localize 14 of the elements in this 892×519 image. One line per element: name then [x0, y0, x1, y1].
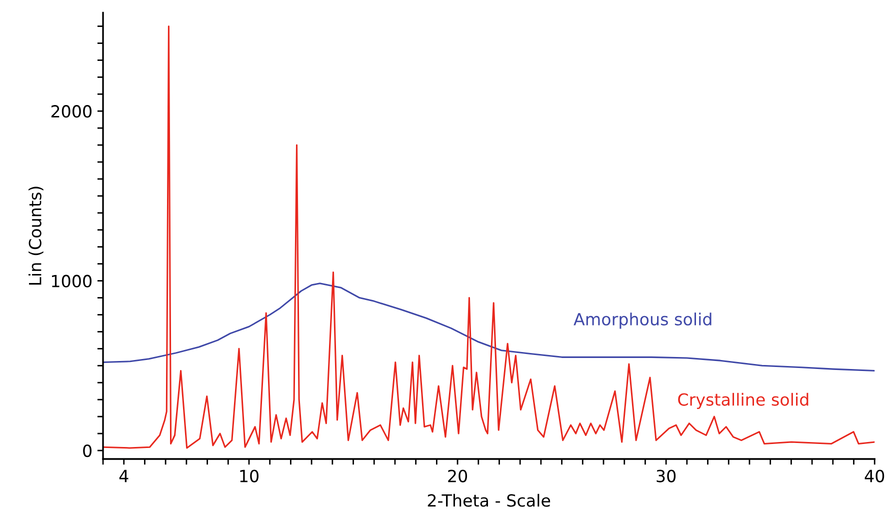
x-tick-label: 4: [119, 470, 128, 482]
x-axis-title: 2-Theta - Scale: [428, 494, 550, 507]
x-tick-label: 40: [864, 470, 884, 482]
series-label: Crystalline solid: [678, 392, 808, 410]
x-tick-label: 30: [656, 470, 676, 482]
y-tick-label: 0: [83, 444, 92, 458]
line-series: [103, 25, 875, 449]
y-tick-label: 1000: [52, 274, 92, 288]
x-tick-label: 10: [240, 470, 258, 482]
series-label: Amorphous solid: [574, 312, 712, 329]
x-tick-label: 20: [448, 470, 468, 482]
y-tick-label: 2000: [51, 105, 92, 118]
y-axis-title: Lin (Counts): [28, 186, 44, 285]
line-series: [103, 282, 875, 372]
